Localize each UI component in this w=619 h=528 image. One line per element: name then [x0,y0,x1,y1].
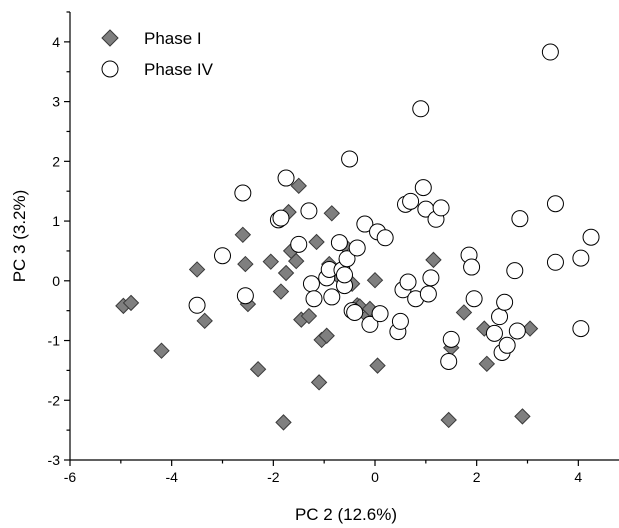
data-point-phase-i [275,414,292,431]
legend-marker-diamond [101,29,119,47]
data-point-phase-iv [511,210,529,228]
data-point-phase-iv [338,250,356,268]
data-point-phase-i [308,233,325,251]
data-point-phase-i [369,357,386,374]
legend: Phase I Phase IV [101,29,214,79]
x-tick-label: 2 [473,469,481,485]
data-point-phase-iv [348,239,366,257]
data-point-phase-iv [371,305,389,323]
data-point-phase-iv [356,215,374,233]
data-point-phase-iv [508,322,526,340]
y-tick-label: -2 [48,392,61,408]
data-point-phase-iv [506,262,524,280]
data-point-phase-iv [323,288,341,306]
data-point-phase-iv [236,287,254,305]
data-point-phase-iv [572,249,590,267]
data-point-phase-i [188,261,206,278]
y-tick-label: -1 [48,333,61,349]
y-tick-label: 2 [52,153,60,169]
data-point-phase-i [234,226,252,244]
data-point-phase-iv [391,312,409,330]
data-point-phase-iv [376,229,394,247]
legend-item-phase-i: Phase I [101,29,202,48]
data-point-phase-iv [361,315,379,333]
data-point-phase-iv [463,258,481,276]
x-tick-label: 0 [371,469,379,485]
y-ticks: -3 -2 -1 0 1 2 3 4 [48,11,70,468]
y-tick-label: 3 [52,94,60,110]
data-point-phase-i [425,251,442,269]
data-point-phase-iv [414,179,432,197]
data-point-phase-i [262,253,279,270]
data-point-phase-i [153,342,170,359]
y-tick-label: 4 [52,34,60,50]
data-point-phase-iv [399,273,417,291]
data-point-phase-iv [465,290,483,308]
data-point-phase-i [277,264,295,282]
y-tick-label: -3 [48,452,61,468]
y-tick-label: 0 [52,273,60,289]
data-point-phase-iv [440,352,458,370]
x-tick-label: -4 [165,469,178,485]
data-point-phase-iv [277,169,295,187]
data-point-phase-i [478,355,496,373]
data-point-phase-i [196,312,213,330]
data-point-phase-iv [412,100,430,118]
data-point-phase-iv [341,150,359,168]
data-point-phase-iv [541,43,559,61]
data-point-phase-i [249,360,267,378]
data-point-phase-iv [496,293,514,311]
data-point-phase-i [323,205,340,222]
data-point-phase-iv [330,234,348,252]
data-point-phase-iv [422,269,440,287]
data-point-phase-i [290,177,307,195]
x-tick-label: -2 [267,469,280,485]
x-tick-label: -6 [64,469,77,485]
data-point-phase-iv [290,235,308,253]
data-point-phase-i [521,320,539,337]
data-point-phase-i [288,252,305,270]
data-point-phase-iv [419,285,437,303]
data-point-phase-i [455,304,473,321]
data-point-phase-iv [402,192,420,210]
x-ticks: -6 -4 -2 0 2 4 [64,460,582,485]
data-point-phase-i [366,271,384,289]
data-point-phase-iv [234,184,252,202]
data-point-phase-i [440,411,457,429]
data-point-phase-i [310,374,328,391]
data-point-phase-iv [498,336,516,354]
data-point-phase-iv [302,275,320,293]
data-point-phase-iv [582,228,600,246]
data-point-phase-iv [546,195,564,213]
y-tick-label: 1 [52,213,60,229]
legend-marker-circle [101,60,119,78]
data-point-phase-i [122,294,140,312]
y-axis-title: PC 3 (3.2%) [10,190,29,283]
data-point-phase-iv [485,324,503,342]
data-point-phase-iv [305,290,323,308]
legend-item-phase-iv: Phase IV [101,60,214,79]
data-point-phase-iv [300,202,318,220]
data-point-phase-iv [336,266,353,284]
x-axis-title: PC 2 (12.6%) [295,505,397,524]
data-point-phase-iv [491,308,509,326]
data-point-phase-iv [442,330,460,348]
legend-label-phase-iv: Phase IV [144,60,214,79]
data-point-phase-iv [214,247,231,265]
data-point-phase-iv [572,320,590,338]
data-point-phase-i [272,283,290,300]
data-point-phase-i [237,255,254,273]
data-point-phase-iv [546,253,564,271]
data-point-phase-iv [188,296,206,314]
data-point-phase-iv [346,303,364,321]
data-point-phase-iv [432,199,450,217]
x-tick-label: 4 [574,469,582,485]
data-point-phase-i [300,307,318,325]
data-points [115,43,600,431]
data-point-phase-i [514,408,531,425]
data-point-phase-iv [272,209,290,227]
legend-label-phase-i: Phase I [144,29,202,48]
data-point-phase-i [318,327,335,344]
